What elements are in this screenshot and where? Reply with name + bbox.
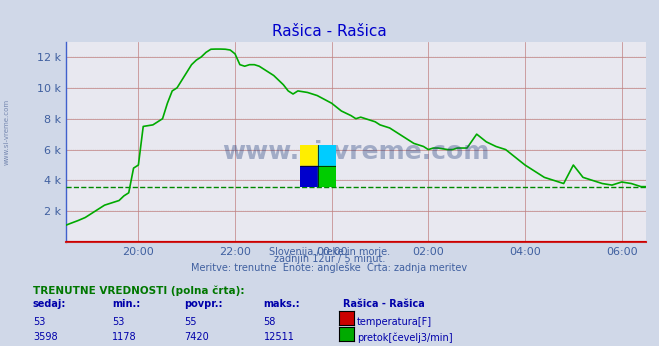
Text: 58: 58 xyxy=(264,317,276,327)
Bar xyxy=(318,166,336,187)
Text: www.si-vreme.com: www.si-vreme.com xyxy=(222,140,490,164)
Text: sedaj:: sedaj: xyxy=(33,299,67,309)
Text: 53: 53 xyxy=(112,317,125,327)
Text: Slovenija / reke in morje.: Slovenija / reke in morje. xyxy=(269,247,390,257)
Bar xyxy=(300,166,318,187)
Text: TRENUTNE VREDNOSTI (polna črta):: TRENUTNE VREDNOSTI (polna črta): xyxy=(33,285,244,296)
Text: maks.:: maks.: xyxy=(264,299,301,309)
Text: 12511: 12511 xyxy=(264,332,295,342)
Text: 3598: 3598 xyxy=(33,332,57,342)
Text: min.:: min.: xyxy=(112,299,140,309)
Text: Rašica - Rašica: Rašica - Rašica xyxy=(272,24,387,39)
Text: povpr.:: povpr.: xyxy=(185,299,223,309)
Text: temperatura[F]: temperatura[F] xyxy=(357,317,432,327)
Text: Meritve: trenutne  Enote: angleške  Črta: zadnja meritev: Meritve: trenutne Enote: angleške Črta: … xyxy=(191,261,468,273)
Text: pretok[čevelj3/min]: pretok[čevelj3/min] xyxy=(357,332,453,343)
Text: zadnjih 12ur / 5 minut.: zadnjih 12ur / 5 minut. xyxy=(273,254,386,264)
Bar xyxy=(300,145,318,166)
Bar xyxy=(318,145,336,166)
Text: 7420: 7420 xyxy=(185,332,210,342)
Text: 55: 55 xyxy=(185,317,197,327)
Text: Rašica - Rašica: Rašica - Rašica xyxy=(343,299,424,309)
Text: 1178: 1178 xyxy=(112,332,136,342)
Text: www.si-vreme.com: www.si-vreme.com xyxy=(3,98,9,165)
Text: 53: 53 xyxy=(33,317,45,327)
